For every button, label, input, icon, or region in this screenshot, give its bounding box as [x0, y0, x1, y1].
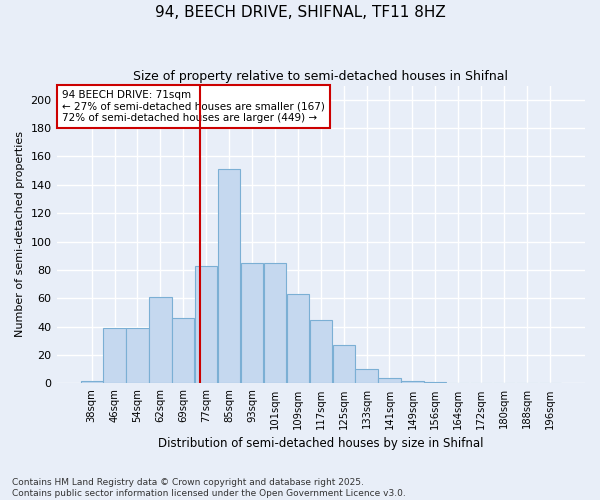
Bar	[218, 169, 240, 384]
Bar	[127, 328, 149, 384]
Bar	[379, 378, 401, 384]
Bar	[287, 294, 309, 384]
Bar	[149, 297, 172, 384]
Text: 94, BEECH DRIVE, SHIFNAL, TF11 8HZ: 94, BEECH DRIVE, SHIFNAL, TF11 8HZ	[155, 5, 445, 20]
Bar	[264, 263, 286, 384]
Bar	[80, 380, 103, 384]
Bar	[355, 369, 378, 384]
Text: Contains HM Land Registry data © Crown copyright and database right 2025.
Contai: Contains HM Land Registry data © Crown c…	[12, 478, 406, 498]
Y-axis label: Number of semi-detached properties: Number of semi-detached properties	[15, 132, 25, 338]
Bar	[103, 328, 125, 384]
X-axis label: Distribution of semi-detached houses by size in Shifnal: Distribution of semi-detached houses by …	[158, 437, 484, 450]
Text: 94 BEECH DRIVE: 71sqm
← 27% of semi-detached houses are smaller (167)
72% of sem: 94 BEECH DRIVE: 71sqm ← 27% of semi-deta…	[62, 90, 325, 123]
Bar	[241, 263, 263, 384]
Bar	[310, 320, 332, 384]
Bar	[172, 318, 194, 384]
Bar	[195, 266, 217, 384]
Title: Size of property relative to semi-detached houses in Shifnal: Size of property relative to semi-detach…	[133, 70, 508, 83]
Bar	[332, 345, 355, 384]
Bar	[401, 380, 424, 384]
Bar	[424, 382, 446, 384]
